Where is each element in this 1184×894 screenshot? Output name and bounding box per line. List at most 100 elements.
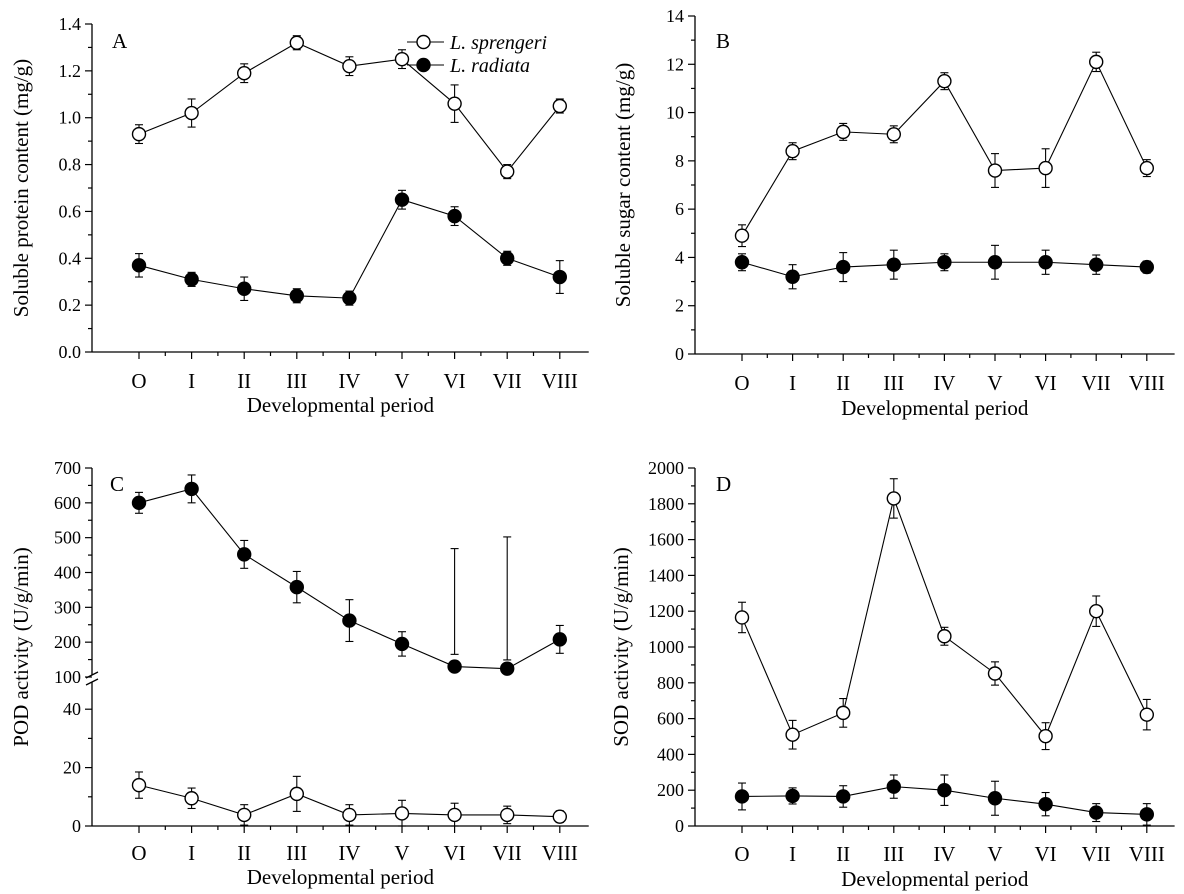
x-tick-label: III	[883, 842, 904, 866]
data-point-sprengeri	[236, 807, 252, 823]
data-point-radiata	[987, 791, 1003, 806]
x-tick-label: V	[394, 841, 409, 865]
axis-break-mark	[85, 678, 99, 686]
data-point-sprengeri	[1038, 728, 1053, 744]
data-point-radiata	[734, 255, 750, 270]
y-axis-title: Soluble sugar content (mg/g)	[611, 63, 635, 307]
data-point-radiata	[500, 251, 515, 266]
x-axis-title: Developmental period	[247, 865, 435, 889]
x-tick-label: VII	[493, 841, 522, 865]
data-point-radiata	[289, 579, 304, 595]
x-tick-label: III	[286, 841, 307, 865]
data-point-radiata	[886, 257, 901, 272]
series-line-sprengeri	[741, 496, 1148, 738]
y-tick-label: 200	[54, 632, 81, 652]
y-tick-label: 400	[657, 744, 684, 764]
y-axis-title: Soluble protein content (mg/g)	[9, 59, 33, 317]
data-point-sprengeri	[184, 791, 199, 806]
data-point-sprengeri	[342, 807, 357, 823]
y-tick-label: 1400	[648, 565, 684, 585]
data-point-radiata	[447, 659, 462, 674]
x-tick-label: VII	[1082, 842, 1111, 866]
panel-letter: D	[716, 472, 731, 496]
legend-label: L. sprengeri	[449, 32, 547, 54]
data-point-radiata	[734, 789, 750, 804]
x-tick-label: IV	[338, 841, 360, 865]
x-axis-title: Developmental period	[841, 396, 1029, 420]
panel-a: 0.00.20.40.60.81.01.21.4O I II III IV V VI VII V…	[9, 14, 589, 417]
data-point-sprengeri	[836, 124, 851, 140]
x-tick-label: I	[789, 371, 796, 395]
x-tick-label: VI	[1035, 842, 1057, 866]
data-point-radiata	[552, 269, 567, 285]
data-point-radiata	[447, 208, 462, 224]
y-tick-label: 800	[657, 673, 684, 693]
data-point-radiata	[785, 269, 800, 284]
data-point-radiata	[131, 495, 147, 511]
data-point-sprengeri	[131, 777, 147, 793]
legend-marker	[416, 57, 431, 73]
y-tick-label: 12	[666, 54, 684, 74]
x-tick-label: III	[286, 369, 307, 393]
data-point-radiata	[236, 547, 252, 562]
y-tick-label: 0.0	[59, 342, 82, 362]
y-tick-label: 14	[666, 6, 684, 26]
x-tick-label: IV	[338, 369, 360, 393]
data-point-radiata	[131, 258, 147, 273]
y-tick-label: 4	[675, 247, 684, 267]
data-point-sprengeri	[500, 807, 515, 823]
data-point-sprengeri	[734, 228, 750, 243]
data-point-radiata	[342, 613, 357, 628]
data-point-radiata	[342, 290, 357, 306]
x-tick-label: V	[987, 371, 1002, 395]
data-point-radiata	[184, 272, 199, 287]
x-tick-label: V	[394, 369, 409, 393]
y-tick-label: 300	[54, 597, 81, 617]
x-tick-label: O	[734, 842, 749, 866]
y-tick-label: 8	[675, 151, 684, 171]
data-point-sprengeri	[394, 51, 410, 67]
data-point-radiata	[552, 632, 567, 647]
y-tick-label: 0.8	[59, 155, 82, 175]
y-tick-label: 1.4	[59, 14, 82, 34]
x-tick-label: IV	[933, 842, 955, 866]
x-tick-label: II	[836, 842, 850, 866]
data-point-radiata	[500, 661, 515, 676]
x-tick-label: O	[734, 371, 749, 395]
x-tick-label: III	[883, 371, 904, 395]
y-tick-label: 2000	[648, 458, 684, 478]
x-tick-label: VIII	[1129, 842, 1165, 866]
x-axis-title: Developmental period	[247, 393, 435, 417]
data-point-sprengeri	[552, 98, 567, 114]
x-tick-label: II	[237, 369, 251, 393]
data-point-sprengeri	[394, 806, 410, 821]
y-tick-label: 10	[666, 103, 684, 123]
y-tick-label: 1800	[648, 494, 684, 514]
x-tick-label: VIII	[542, 369, 578, 393]
x-tick-label: O	[131, 841, 146, 865]
data-point-radiata	[1139, 259, 1155, 275]
x-tick-label: VI	[444, 841, 466, 865]
data-point-radiata	[1038, 255, 1053, 270]
y-tick-label: 1200	[648, 601, 684, 621]
data-point-radiata	[1038, 796, 1053, 812]
data-point-radiata	[937, 255, 952, 270]
y-tick-label: 0.6	[59, 201, 82, 221]
legend-marker	[416, 34, 431, 50]
data-point-radiata	[1088, 257, 1104, 272]
data-point-sprengeri	[447, 96, 462, 111]
data-point-sprengeri	[342, 58, 357, 74]
data-point-radiata	[184, 481, 199, 497]
data-point-radiata	[236, 281, 252, 296]
data-point-sprengeri	[1139, 707, 1155, 722]
data-point-sprengeri	[447, 807, 462, 823]
y-tick-label: 0.4	[59, 248, 82, 268]
y-tick-label: 600	[657, 709, 684, 729]
data-point-sprengeri	[184, 105, 199, 121]
data-point-sprengeri	[785, 143, 800, 159]
panel-letter: B	[716, 29, 730, 53]
x-tick-label: VIII	[542, 841, 578, 865]
panel-letter: A	[112, 29, 128, 53]
